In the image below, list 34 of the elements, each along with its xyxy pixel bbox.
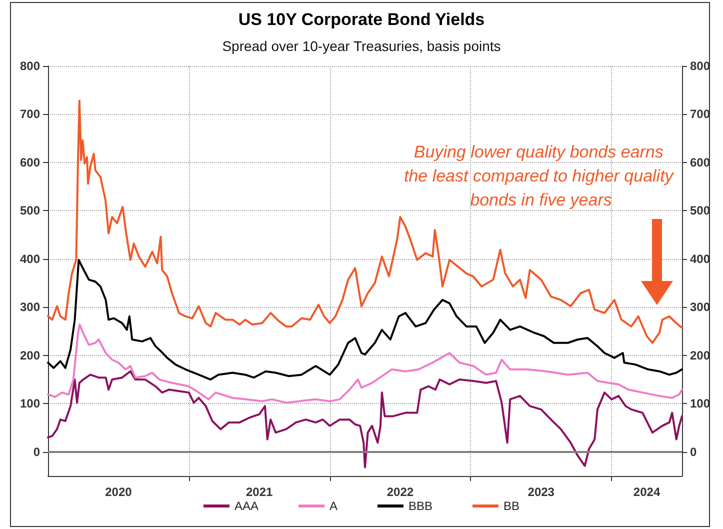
x-tick-label: 2020 xyxy=(105,485,132,499)
y2-tick-label: 600 xyxy=(690,155,710,170)
x-tick-label: 2024 xyxy=(633,485,660,499)
y2-tick-label: 300 xyxy=(690,300,710,314)
y2-tick-label: 700 xyxy=(690,107,710,122)
y-tick-label: 700 xyxy=(20,107,40,122)
y2-tick-label: 800 xyxy=(690,59,710,73)
y2-tick-label: 100 xyxy=(690,396,710,411)
legend-label: A xyxy=(329,499,338,513)
y-tick-label: 0 xyxy=(33,444,40,459)
y2-tick-label: 400 xyxy=(690,252,710,266)
chart-title: US 10Y Corporate Bond Yields xyxy=(238,10,485,29)
y-tick-label: 400 xyxy=(20,252,40,266)
y-tick-label: 500 xyxy=(20,204,40,218)
legend-label: BB xyxy=(504,499,520,513)
y-tick-label: 200 xyxy=(20,348,40,362)
legend-label: AAA xyxy=(234,499,258,513)
y-tick-label: 100 xyxy=(20,396,40,411)
line-series xyxy=(47,324,683,404)
y-tick-label: 300 xyxy=(20,300,40,314)
annotation: Buying lower quality bonds earns the least compared to higher quality bonds in five years xyxy=(404,142,678,210)
line-series xyxy=(47,370,683,468)
x-tick-label: 2021 xyxy=(246,485,274,499)
y2-tick-label: 200 xyxy=(690,348,710,362)
y-tick-label: 600 xyxy=(20,155,40,170)
line-series xyxy=(47,100,683,344)
x-tick-label: 2023 xyxy=(528,485,555,499)
x-tick-label: 2022 xyxy=(386,485,414,499)
line-series xyxy=(47,258,683,381)
chart-subtitle: Spread over 10-year Treasuries, basis points xyxy=(222,38,501,54)
y2-tick-label: 0 xyxy=(690,444,697,459)
legend-label: BBB xyxy=(408,499,433,513)
y-tick-label: 800 xyxy=(20,59,40,73)
y2-tick-label: 500 xyxy=(690,204,710,218)
